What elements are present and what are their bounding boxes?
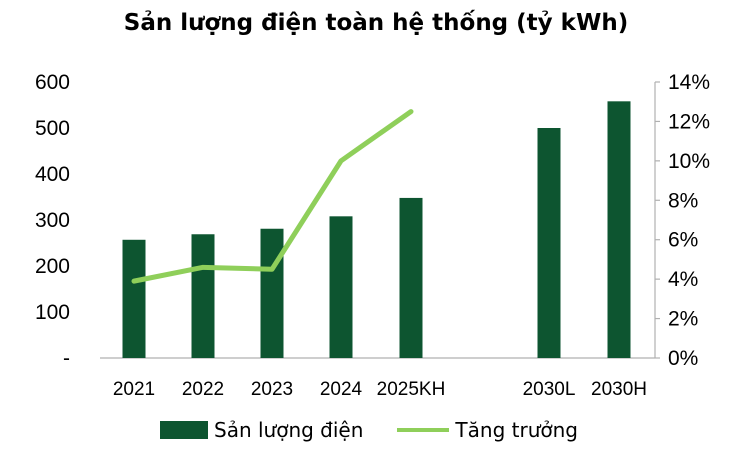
bar [537,128,561,358]
y-left-tick-label: 300 [35,209,70,232]
bar [122,239,146,358]
y-left-tick-label: 500 [35,117,70,140]
x-tick-label: 2021 [113,379,155,400]
x-tick-label: 2030H [591,379,647,400]
y-left-tick-label: 100 [35,301,70,324]
x-tick-label: 2023 [251,379,293,400]
growth-line [131,109,414,284]
y-right-tick-label: 4% [668,268,698,291]
y-right-tick-label: 10% [668,150,710,173]
y-right-tick-label: 14% [668,71,710,94]
y-right-tick-label: 2% [668,308,698,331]
bar [399,197,423,358]
bar [329,216,353,358]
y-left-tick-label: 400 [35,163,70,186]
y-left-tick-label: 200 [35,255,70,278]
y-right-tick-label: 0% [668,347,698,370]
y-left-tick-label: - [63,347,70,370]
y-right-tick-label: 6% [668,229,698,252]
x-tick-label: 2030L [523,379,576,400]
y-left-tick-label: 600 [35,71,70,94]
legend-label-line: Tăng trưởng [455,418,578,442]
chart-title: Sản lượng điện toàn hệ thống (tỷ kWh) [123,10,629,36]
x-tick-label: 2024 [320,379,363,400]
legend-label-bar: Sản lượng điện [214,418,364,442]
y-right-tick-label: 8% [668,189,698,212]
y-right-tick-label: 12% [668,110,710,133]
legend: Sản lượng điện Tăng trưởng [160,418,578,442]
x-tick-label: 2025KH [377,379,446,400]
legend-swatch-bar [160,421,208,439]
legend-swatch-line [397,428,450,432]
bar [260,228,284,358]
bar [607,101,631,358]
x-tick-label: 2022 [182,379,224,400]
bar [191,234,215,358]
